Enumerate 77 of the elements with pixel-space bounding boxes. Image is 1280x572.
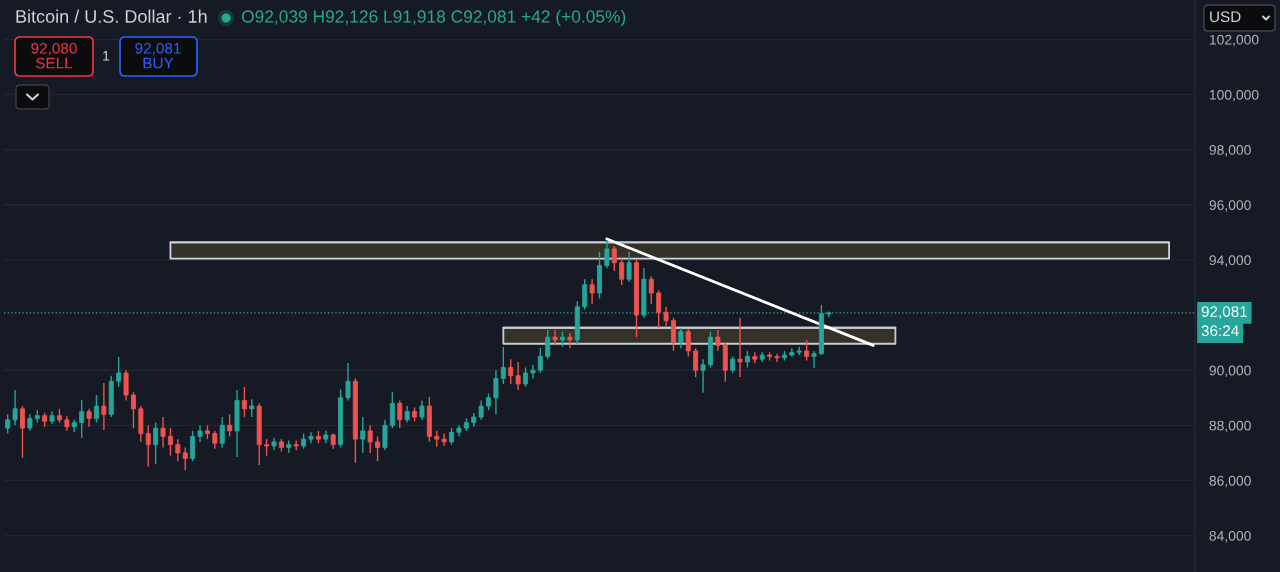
- annotation: 92,080 SELL: [31, 42, 77, 69]
- candlestick: [182, 446, 188, 471]
- candlestick: [375, 435, 381, 462]
- candlestick: [101, 382, 107, 431]
- candlestick: [715, 329, 721, 352]
- candlestick: [367, 424, 373, 454]
- candlestick: [12, 389, 18, 427]
- candlestick: [552, 329, 558, 347]
- y-tick-label: 102,000: [1209, 34, 1259, 47]
- candlestick: [360, 416, 366, 454]
- candlestick: [419, 399, 425, 421]
- candlestick: [604, 239, 610, 269]
- candlestick: [582, 278, 588, 311]
- candlestick: [345, 362, 351, 402]
- candlestick: [693, 347, 699, 378]
- candlestick: [545, 329, 551, 360]
- annotation: 92,081 BUY: [135, 42, 181, 69]
- y-tick-label: 96,000: [1209, 200, 1251, 212]
- candlestick: [523, 366, 529, 388]
- candlestick: [190, 430, 196, 462]
- candlestick: [752, 351, 758, 365]
- candlestick: [478, 399, 484, 421]
- candlestick: [619, 256, 625, 286]
- candlestick: [700, 358, 706, 394]
- y-tick-label: 90,000: [1209, 365, 1251, 378]
- candlestick: [116, 356, 122, 388]
- candlestick: [145, 424, 151, 468]
- y-tick-label: 84,000: [1209, 530, 1251, 543]
- candlestick: [656, 289, 662, 329]
- candlestick: [382, 419, 388, 451]
- candlestick: [241, 386, 247, 418]
- candlestick: [219, 416, 225, 449]
- candlestick: [389, 391, 395, 429]
- candlestick: [79, 399, 85, 439]
- y-tick-label: 94,000: [1209, 255, 1251, 267]
- candlestick: [160, 416, 166, 449]
- candlestick: [249, 398, 255, 418]
- candlestick: [508, 358, 514, 385]
- candlestick: [227, 413, 233, 438]
- candlestick: [175, 438, 181, 462]
- candlestick: [774, 352, 780, 363]
- candlestick: [20, 405, 25, 459]
- candlestick: [678, 327, 684, 349]
- candlestick: [123, 369, 129, 402]
- candlestick: [308, 431, 314, 444]
- candlestick: [515, 361, 521, 391]
- chart-title: Bitcoin / U.S. Dollar · 1h: [16, 9, 207, 23]
- candlestick: [648, 275, 654, 305]
- text: USD: [1210, 11, 1241, 23]
- candlestick: [804, 339, 810, 362]
- candlestick: [530, 364, 536, 380]
- candlestick: [685, 328, 691, 358]
- text: 36:24: [1201, 325, 1239, 337]
- candlestick: [167, 427, 173, 457]
- ref-line-label: 92,081: [1201, 306, 1247, 319]
- y-tick-label: 98,000: [1209, 145, 1251, 157]
- text: O92,039 H92,126 L91,918 C92,081 +42 (+0.05%): [241, 9, 626, 27]
- candlestick: [93, 394, 99, 424]
- candlestick: [500, 346, 506, 385]
- candlestick: [737, 317, 743, 378]
- candlestick: [130, 391, 136, 429]
- annotation: 1: [103, 51, 110, 61]
- y-tick-label: 88,000: [1209, 420, 1251, 433]
- candlestick: [670, 317, 676, 352]
- candlestick: [626, 251, 632, 283]
- candlestick: [493, 369, 499, 416]
- y-tick-label: 86,000: [1209, 475, 1251, 488]
- candlestick: [5, 413, 11, 435]
- candlestick: [397, 399, 403, 429]
- candlestick: [567, 332, 573, 349]
- y-tick-label: 100,000: [1209, 89, 1259, 102]
- candlestick: [589, 278, 595, 305]
- candlestick: [663, 306, 669, 327]
- candlestick: [537, 347, 543, 374]
- candlestick: [153, 421, 159, 465]
- candlestick: [811, 350, 817, 369]
- candlestick: [611, 245, 617, 272]
